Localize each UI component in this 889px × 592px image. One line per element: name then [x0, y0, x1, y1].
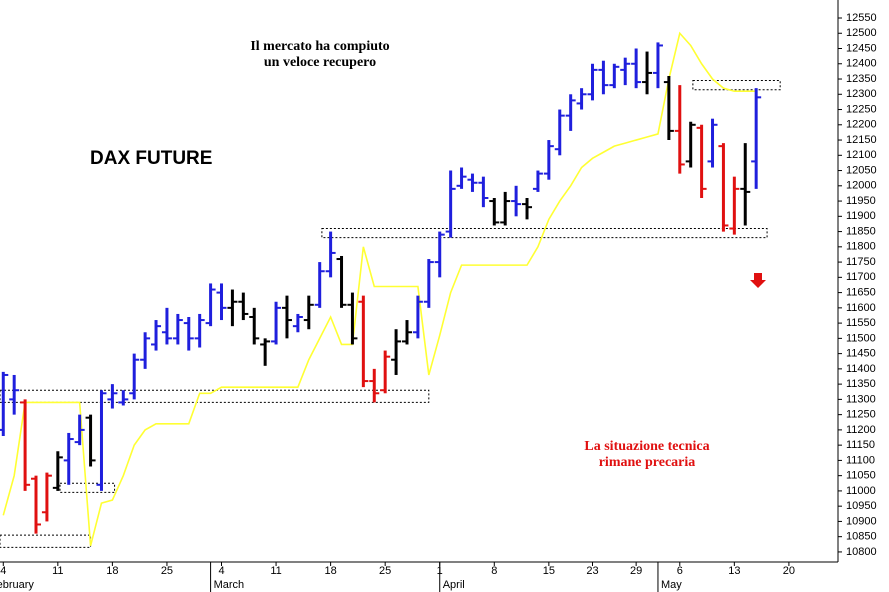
y-tick-label: 11550 — [846, 317, 876, 329]
y-tick-label: 11750 — [846, 256, 876, 268]
y-tick-label: 12050 — [846, 164, 877, 176]
y-tick-label: 11150 — [846, 439, 875, 451]
y-tick-label: 10900 — [846, 515, 877, 527]
x-tick-label: 13 — [728, 565, 740, 577]
annotation: La situazione tecnica — [584, 439, 709, 454]
y-tick-label: 11600 — [846, 302, 876, 314]
annotation: un veloce recupero — [264, 55, 376, 70]
x-tick-label: 29 — [630, 565, 642, 577]
chart-title: DAX FUTURE — [90, 148, 212, 169]
y-tick-label: 10800 — [846, 546, 877, 558]
x-tick-label: 6 — [677, 565, 683, 577]
y-tick-label: 12250 — [846, 103, 877, 115]
support-zone — [692, 80, 781, 91]
y-tick-label: 11200 — [846, 424, 876, 436]
down-arrow — [750, 273, 766, 288]
x-tick-label: 8 — [491, 565, 497, 577]
y-tick-label: 11000 — [846, 485, 876, 497]
y-tick-label: 12400 — [846, 58, 877, 70]
x-tick-label: 11 — [52, 565, 63, 577]
y-tick-label: 11500 — [846, 332, 876, 344]
month-label: May — [661, 579, 682, 591]
x-tick-label: 4 — [0, 565, 6, 577]
y-tick-label: 11700 — [846, 271, 876, 283]
y-tick-label: 11300 — [846, 393, 876, 405]
month-label: April — [443, 579, 465, 591]
y-tick-label: 11800 — [846, 241, 876, 253]
y-tick-label: 12450 — [846, 42, 877, 54]
y-tick-label: 12150 — [846, 134, 877, 146]
y-tick-label: 11350 — [846, 378, 876, 390]
y-tick-label: 12300 — [846, 88, 877, 100]
y-tick-label: 11450 — [846, 348, 876, 360]
y-tick-label: 12350 — [846, 73, 877, 85]
stop-line — [2, 31, 757, 547]
x-tick-label: 23 — [586, 565, 598, 577]
y-tick-label: 10950 — [846, 500, 877, 512]
y-tick-label: 11100 — [846, 454, 875, 466]
x-tick-label: 11 — [270, 565, 281, 577]
y-tick-label: 12200 — [846, 119, 877, 131]
month-label: February — [0, 579, 34, 591]
x-tick-label: 15 — [543, 565, 555, 577]
support-zone — [321, 228, 768, 239]
x-tick-label: 20 — [783, 565, 795, 577]
x-tick-label: 18 — [106, 565, 118, 577]
x-tick-label: 25 — [161, 565, 173, 577]
annotation: Il mercato ha compiuto — [250, 39, 389, 54]
y-tick-label: 11400 — [846, 363, 876, 375]
y-tick-label: 11050 — [846, 470, 876, 482]
x-tick-label: 4 — [218, 565, 224, 577]
x-tick-label: 18 — [324, 565, 336, 577]
y-tick-label: 11900 — [846, 210, 876, 222]
y-tick-label: 11950 — [846, 195, 876, 207]
month-label: March — [214, 579, 245, 591]
y-tick-label: 11850 — [846, 225, 876, 237]
y-tick-label: 12550 — [846, 12, 877, 24]
y-tick-label: 12000 — [846, 180, 877, 192]
y-tick-label: 11250 — [846, 409, 876, 421]
y-tick-label: 11650 — [846, 287, 876, 299]
y-tick-label: 10850 — [846, 531, 877, 543]
annotation: rimane precaria — [599, 455, 696, 470]
y-tick-label: 12100 — [846, 149, 877, 161]
x-tick-label: 25 — [379, 565, 391, 577]
y-tick-label: 12500 — [846, 27, 877, 39]
